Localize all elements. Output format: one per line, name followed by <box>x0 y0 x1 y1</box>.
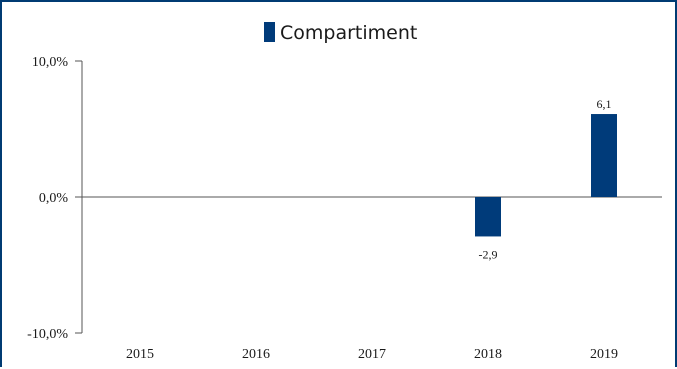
x-tick-label: 2018 <box>474 347 502 362</box>
bar <box>591 114 617 197</box>
y-tick-label: -10,0% <box>27 327 68 342</box>
legend-swatch <box>264 22 275 42</box>
y-tick-label: 0,0% <box>39 191 69 206</box>
bars <box>475 114 617 237</box>
legend: Compartiment <box>264 22 417 44</box>
legend-label: Compartiment <box>280 22 417 44</box>
y-axis: 10,0% 0,0% -10,0% <box>27 55 83 342</box>
x-axis: 2015 2016 2017 2018 2019 <box>82 196 662 362</box>
data-label: -2,9 <box>479 247 498 261</box>
x-tick-label: 2016 <box>242 347 270 362</box>
x-tick-label: 2017 <box>358 347 386 362</box>
data-label: 6,1 <box>597 97 612 111</box>
x-tick-label: 2015 <box>126 347 154 362</box>
y-tick-label: 10,0% <box>32 55 69 70</box>
bar <box>475 197 501 237</box>
data-labels: -2,9 6,1 <box>479 97 612 261</box>
x-tick-label: 2019 <box>590 347 618 362</box>
